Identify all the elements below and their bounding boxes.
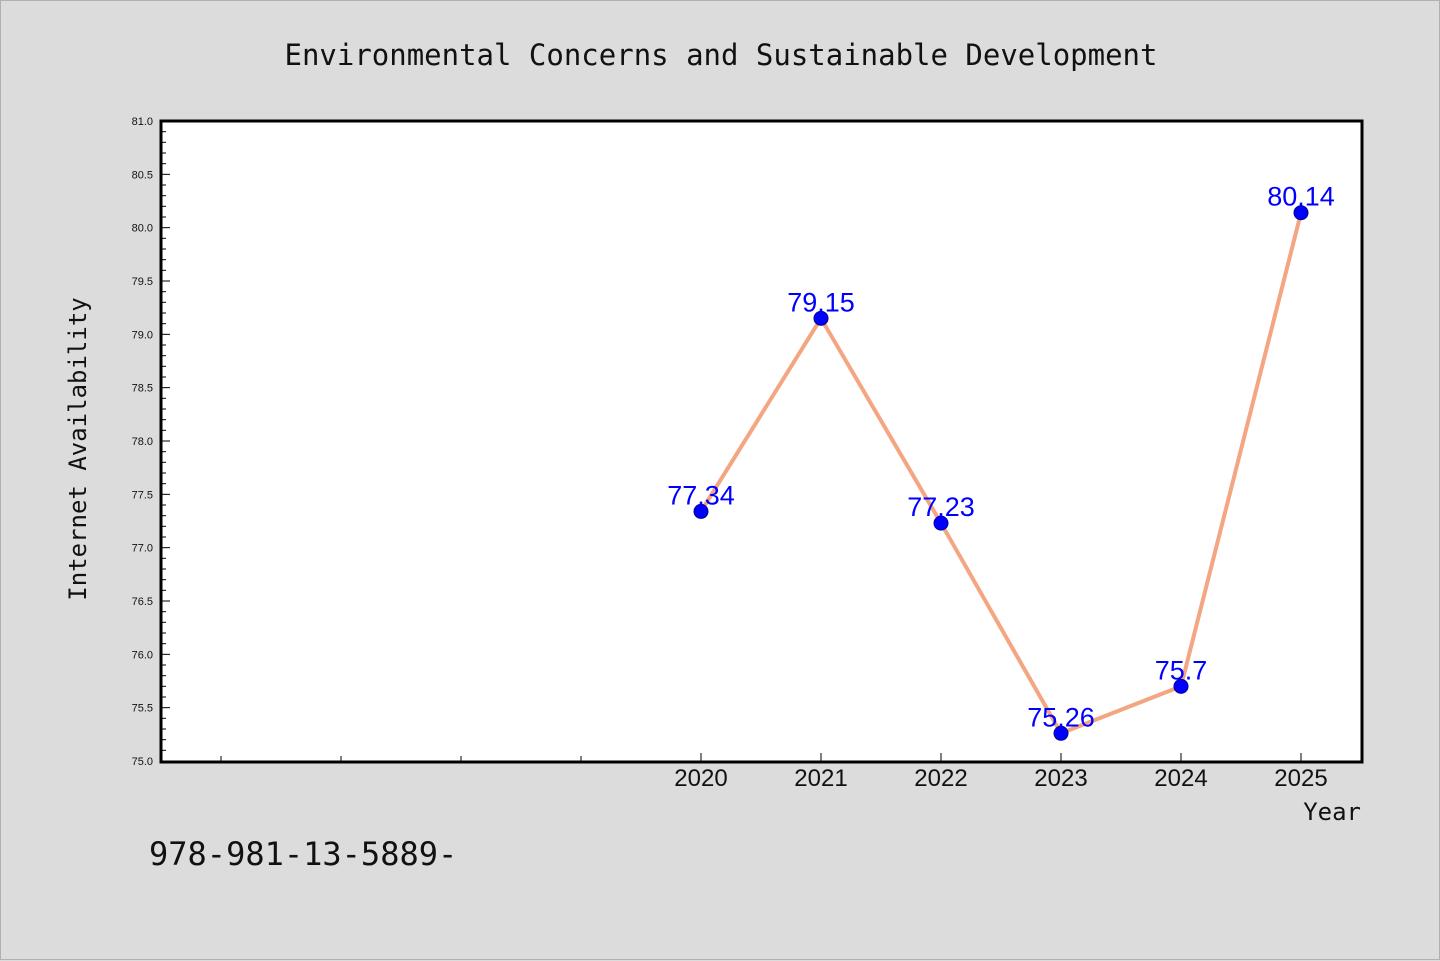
y-axis: 75.0 75.5 76.0 76.5 77.0 77.5 78.0 78.5 79.0 79.5… [132,116,170,768]
data-label: 75.7 [1155,655,1208,685]
data-label: 77.34 [667,480,735,510]
data-point [933,515,949,531]
y-tick-label: 75.5 [132,703,153,715]
series-group: 77.34 79.15 77.23 75.26 75.7 80.14 [667,182,1335,741]
y-tick-label: 77.5 [132,489,153,501]
data-point [813,310,829,326]
y-tick-label: 75.0 [132,756,153,768]
y-tick-label: 76.0 [132,649,153,661]
x-tick-label: 2024 [1154,765,1207,792]
y-tick-label: 81.0 [132,116,153,128]
data-point [1053,725,1069,741]
data-point [1293,205,1309,221]
x-tick-label: 2025 [1274,765,1327,792]
series-line [699,212,1303,736]
y-tick-label: 77.0 [132,543,153,555]
y-tick-label: 78.0 [132,436,153,448]
data-point [693,503,709,519]
x-tick-label: 2022 [914,765,967,792]
plot-area [159,119,1364,764]
y-tick-label: 79.5 [132,276,153,288]
y-tick-label: 80.0 [132,223,153,235]
y-tick-label: 80.5 [132,169,153,181]
y-tick-label: 78.5 [132,383,153,395]
x-axis: 2020 2021 2022 2023 2024 2025 [220,753,1328,792]
data-point [1173,678,1189,694]
y-axis-label: Internet Availability [64,297,92,600]
x-tick-label: 2020 [674,765,727,792]
x-tick-label: 2021 [794,765,847,792]
y-tick-label: 76.5 [132,596,153,608]
data-label: 80.14 [1267,182,1335,212]
y-tick-label: 79.0 [132,329,153,341]
footer-text: 978-981-13-5889- [149,835,457,873]
data-label: 75.26 [1027,702,1095,732]
x-tick-label: 2023 [1034,765,1087,792]
data-label: 77.23 [907,492,975,522]
data-label: 79.15 [787,287,855,317]
chart-title: Environmental Concerns and Sustainable D… [285,38,1158,72]
x-axis-label: Year [1303,798,1361,826]
